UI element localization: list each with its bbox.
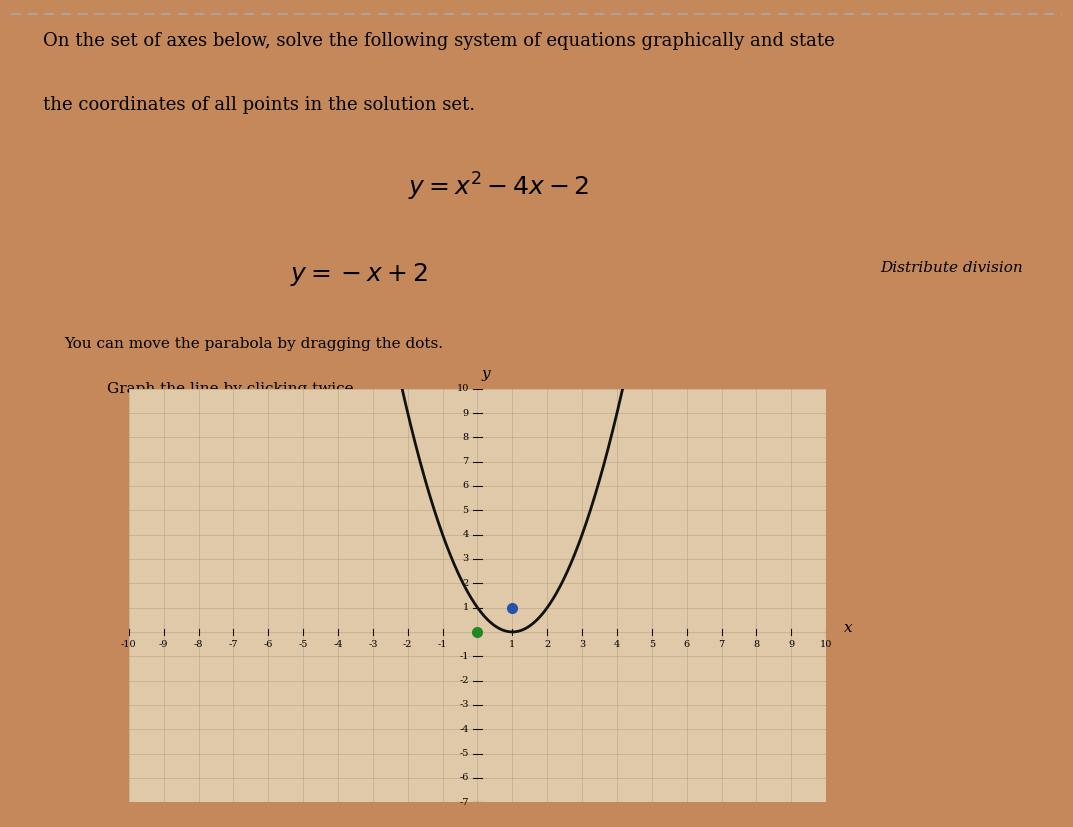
Text: -3: -3 [368, 640, 378, 649]
Text: -1: -1 [438, 640, 447, 649]
Text: -2: -2 [459, 676, 469, 685]
Text: -2: -2 [403, 640, 412, 649]
Text: 10: 10 [456, 385, 469, 393]
Text: 8: 8 [753, 640, 760, 649]
Text: $y = x^2 - 4x - 2$: $y = x^2 - 4x - 2$ [408, 171, 589, 203]
Text: On the set of axes below, solve the following system of equations graphically an: On the set of axes below, solve the foll… [43, 32, 835, 50]
Text: 4: 4 [462, 530, 469, 539]
Text: -7: -7 [229, 640, 238, 649]
Text: -4: -4 [459, 724, 469, 734]
Text: -7: -7 [459, 798, 469, 806]
Text: 8: 8 [462, 433, 469, 442]
Text: 5: 5 [462, 506, 469, 515]
Text: the coordinates of all points in the solution set.: the coordinates of all points in the sol… [43, 96, 475, 114]
Text: 4: 4 [614, 640, 620, 649]
Text: 2: 2 [462, 579, 469, 588]
Text: Distribute division: Distribute division [880, 261, 1023, 275]
Text: -6: -6 [459, 773, 469, 782]
Text: -1: -1 [459, 652, 469, 661]
Text: 2: 2 [544, 640, 550, 649]
Text: -4: -4 [334, 640, 342, 649]
Text: 6: 6 [462, 481, 469, 490]
Text: -5: -5 [298, 640, 308, 649]
Text: x: x [843, 621, 852, 635]
Text: y: y [482, 367, 490, 381]
Text: 3: 3 [579, 640, 585, 649]
Text: 7: 7 [462, 457, 469, 466]
Text: $y = -x + 2$: $y = -x + 2$ [290, 261, 427, 289]
Text: 1: 1 [510, 640, 515, 649]
Text: -8: -8 [194, 640, 203, 649]
Text: -10: -10 [121, 640, 136, 649]
Text: 1: 1 [462, 603, 469, 612]
Text: 7: 7 [719, 640, 724, 649]
Text: 6: 6 [684, 640, 690, 649]
Text: 10: 10 [820, 640, 833, 649]
Text: -5: -5 [459, 749, 469, 758]
Text: 9: 9 [462, 409, 469, 418]
Text: Graph the line by clicking twice.: Graph the line by clicking twice. [107, 382, 358, 396]
Text: 9: 9 [789, 640, 794, 649]
Text: You can move the parabola by dragging the dots.: You can move the parabola by dragging th… [64, 337, 443, 351]
Text: 5: 5 [649, 640, 655, 649]
Text: 3: 3 [462, 554, 469, 563]
Text: -3: -3 [459, 700, 469, 710]
Text: -6: -6 [264, 640, 273, 649]
Text: -9: -9 [159, 640, 168, 649]
